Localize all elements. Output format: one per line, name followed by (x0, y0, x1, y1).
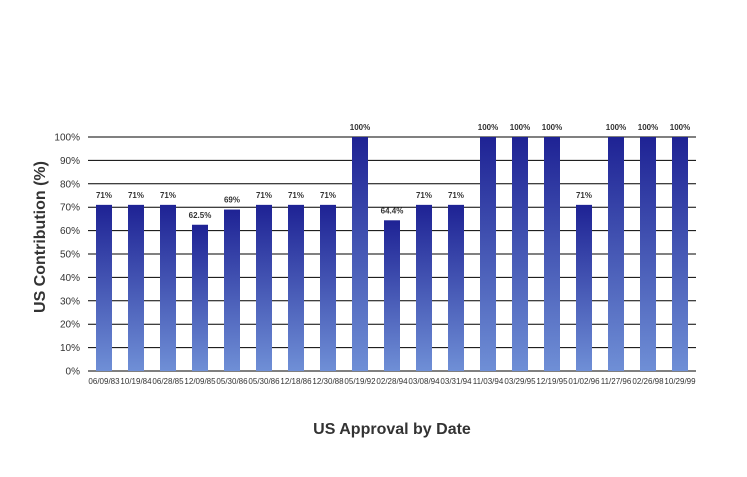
bar (672, 137, 688, 371)
y-tick-label: 70% (60, 203, 80, 214)
data-label: 71% (256, 191, 272, 200)
y-tick-label: 50% (60, 250, 80, 261)
bar (320, 204, 336, 371)
data-label: 71% (416, 191, 432, 200)
x-tick-label: 06/28/85 (152, 377, 184, 386)
y-axis-ticks: 0% 10% 20% 30% 40% 50% 60% 70% 80% 90% 100% (54, 133, 80, 378)
x-axis-ticks: 06/09/83 10/19/84 06/28/85 12/09/85 05/30/86… (88, 377, 696, 386)
data-label: 100% (542, 123, 562, 132)
x-tick-label: 02/28/94 (376, 377, 408, 386)
y-tick-label: 100% (54, 133, 80, 144)
x-tick-label: 01/02/96 (568, 377, 600, 386)
data-label: 100% (670, 123, 690, 132)
data-label: 100% (606, 123, 626, 132)
y-tick-label: 20% (60, 320, 80, 331)
x-tick-label: 12/30/88 (312, 377, 344, 386)
bar (192, 224, 208, 371)
bar (416, 204, 432, 371)
x-tick-label: 11/27/96 (601, 377, 632, 386)
bar (96, 204, 112, 371)
x-tick-label: 02/26/98 (632, 377, 664, 386)
bars (96, 137, 688, 371)
x-tick-label: 03/31/94 (440, 377, 472, 386)
y-tick-label: 0% (66, 367, 81, 378)
bar (608, 137, 624, 371)
data-label: 64.4% (381, 206, 404, 215)
data-label: 71% (288, 191, 304, 200)
bar (224, 209, 240, 371)
bar (160, 204, 176, 371)
y-tick-label: 80% (60, 179, 80, 190)
y-tick-label: 40% (60, 273, 80, 284)
data-label: 71% (128, 191, 144, 200)
x-tick-label: 10/29/99 (664, 377, 696, 386)
data-label: 100% (510, 123, 530, 132)
data-label: 71% (576, 191, 592, 200)
data-label: 69% (224, 196, 240, 205)
x-tick-label: 12/19/95 (536, 377, 568, 386)
bar (640, 137, 656, 371)
data-label: 71% (160, 191, 176, 200)
x-tick-label: 03/29/95 (504, 377, 536, 386)
data-label: 71% (448, 191, 464, 200)
x-tick-label: 12/09/85 (184, 377, 216, 386)
data-label: 100% (478, 123, 498, 132)
x-tick-label: 05/30/86 (248, 377, 280, 386)
data-label: 71% (96, 191, 112, 200)
bar (544, 137, 560, 371)
y-axis-label: US Contribution (%) (32, 161, 49, 313)
y-tick-label: 60% (60, 226, 80, 237)
x-tick-label: 03/08/94 (408, 377, 440, 386)
x-axis-label: US Approval by Date (313, 421, 471, 438)
bar (448, 204, 464, 371)
data-label: 71% (320, 191, 336, 200)
bar (288, 204, 304, 371)
x-tick-label: 06/09/83 (88, 377, 120, 386)
bar (352, 137, 368, 371)
bar (256, 204, 272, 371)
x-tick-label: 05/19/92 (344, 377, 376, 386)
x-tick-label: 11/03/94 (473, 377, 504, 386)
bar (384, 220, 400, 371)
x-tick-label: 10/19/84 (120, 377, 152, 386)
data-label: 100% (350, 123, 370, 132)
data-labels: 71% 71% 71% 62.5% 69% 71% 71% 71% 100% 64.4% 71% 71… (96, 123, 690, 220)
bar (512, 137, 528, 371)
bar (128, 204, 144, 371)
bar (480, 137, 496, 371)
x-tick-label: 12/18/86 (280, 377, 312, 386)
data-label: 62.5% (189, 211, 212, 220)
x-tick-label: 05/30/86 (216, 377, 248, 386)
y-tick-label: 10% (60, 343, 80, 354)
data-label: 100% (638, 123, 658, 132)
y-tick-label: 30% (60, 296, 80, 307)
bar (576, 204, 592, 371)
y-tick-label: 90% (60, 156, 80, 167)
